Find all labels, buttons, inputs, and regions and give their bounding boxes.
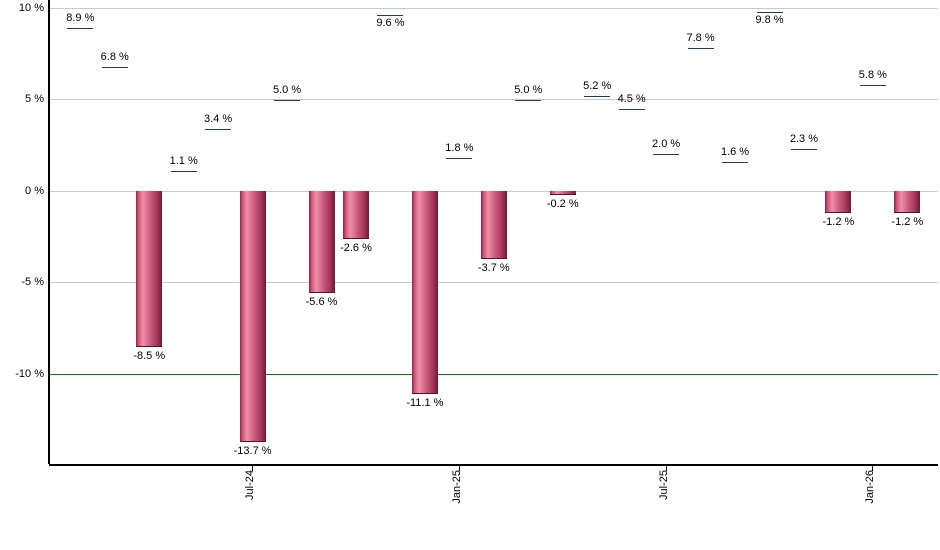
- bar-value-label: 5.2 %: [583, 79, 612, 92]
- bar-value-label: 7.8 %: [686, 32, 715, 45]
- bar-positive: [756, 11, 783, 191]
- gridline: [49, 8, 938, 9]
- threshold-line: [49, 374, 938, 375]
- x-axis-tick-label: Jul-25: [658, 470, 670, 500]
- bar-negative: [480, 191, 507, 259]
- bar-positive: [790, 148, 817, 191]
- x-axis-tick-label: Jan-26: [864, 470, 876, 504]
- bar-value-label: -11.1 %: [406, 397, 444, 410]
- bar-value-label: 1.1 %: [169, 154, 198, 167]
- bar-positive: [584, 95, 611, 191]
- bar-value-label: -8.5 %: [133, 349, 166, 362]
- x-axis-tick: [459, 464, 460, 471]
- x-axis-line: [49, 464, 938, 466]
- bar-positive: [653, 154, 680, 191]
- bar-value-label: 9.8 %: [755, 13, 784, 26]
- bar-value-label: 8.9 %: [66, 12, 95, 25]
- bar-value-label: 4.5 %: [617, 92, 646, 105]
- y-axis-tick-label: -10 %: [15, 368, 44, 380]
- x-axis-tick: [872, 464, 873, 471]
- bar-positive: [618, 108, 645, 191]
- bar-positive: [377, 15, 404, 191]
- gridline: [49, 282, 938, 283]
- bar-value-label: 1.6 %: [720, 145, 750, 158]
- bar-value-label: 5.0 %: [272, 83, 302, 96]
- bar-value-label: -5.6 %: [305, 296, 338, 309]
- y-axis-tick-label: 5 %: [25, 93, 44, 105]
- bar-value-label: -3.7 %: [477, 261, 510, 274]
- bar-negative: [136, 191, 163, 347]
- bar-negative: [894, 191, 921, 213]
- x-axis-tick-label: Jul-24: [244, 470, 256, 500]
- bar-value-label: -13.7 %: [233, 444, 272, 457]
- bar-positive: [722, 161, 749, 191]
- bar-value-label: 5.8 %: [858, 68, 887, 81]
- bar-value-label: 2.0 %: [652, 138, 681, 151]
- x-axis-tick-label: Jan-25: [451, 470, 463, 504]
- bar-positive: [67, 28, 94, 191]
- y-axis-tick-label: -5 %: [21, 276, 44, 288]
- y-axis-tick-label: 0 %: [25, 185, 44, 197]
- bar-positive: [687, 48, 714, 191]
- bar-value-label: -2.6 %: [340, 241, 372, 254]
- bar-positive: [205, 128, 232, 191]
- bar-value-label: 2.3 %: [789, 132, 819, 145]
- bar-negative: [239, 191, 266, 442]
- bar-value-label: 6.8 %: [100, 50, 129, 63]
- bar-negative: [308, 191, 335, 294]
- bar-positive: [101, 66, 128, 191]
- plot-area: 8.9 % 6.8 % -8.5 % 1.1 % 3.4 % -13.7 % 5.0 % -5…: [49, 0, 938, 464]
- bar-positive: [859, 84, 886, 191]
- bar-value-label: -0.2 %: [546, 197, 579, 210]
- bar-value-label: 3.4 %: [204, 112, 233, 125]
- bar-negative: [549, 191, 576, 195]
- bar-negative: [825, 191, 852, 213]
- x-axis-tick: [666, 464, 667, 471]
- bar-negative: [342, 191, 369, 239]
- bar-negative: [411, 191, 438, 395]
- bar-value-label: -1.2 %: [822, 215, 855, 228]
- bar-value-label: 9.6 %: [376, 17, 405, 30]
- y-axis-tick-label: 10 %: [18, 2, 44, 14]
- gridline: [49, 99, 938, 100]
- x-axis-tick: [252, 464, 253, 471]
- bar-value-label: 1.8 %: [445, 142, 474, 155]
- bar-positive: [274, 99, 301, 192]
- bar-value-label: 5.0 %: [514, 83, 543, 96]
- bar-positive: [170, 170, 197, 191]
- bar-value-label: -1.2 %: [891, 215, 924, 228]
- y-axis-line: [48, 0, 50, 464]
- bar-positive: [515, 99, 542, 192]
- bar-positive: [446, 158, 473, 191]
